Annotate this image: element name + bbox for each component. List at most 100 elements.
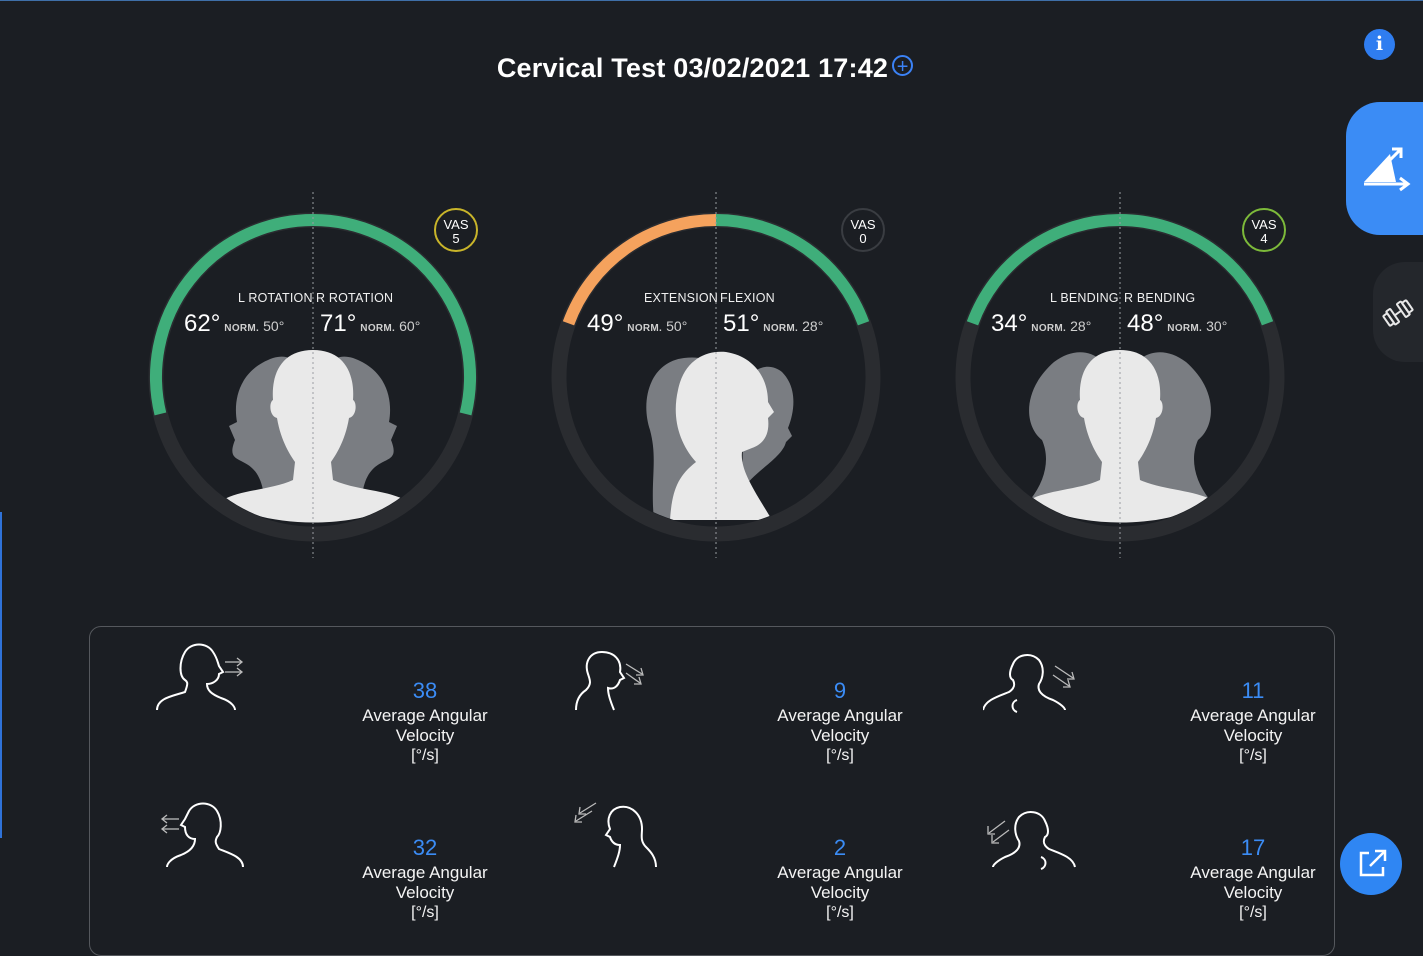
gauge-arc-right bbox=[1119, 214, 1274, 326]
head-bend-right-icon bbox=[983, 654, 1075, 713]
head-rotate-left-icon bbox=[160, 802, 244, 868]
right-degree-value: 48° bbox=[1127, 310, 1164, 337]
head-silhouette bbox=[646, 351, 794, 520]
vas-label: VAS bbox=[443, 217, 469, 232]
vas-value: 0 bbox=[859, 231, 867, 246]
plus-circle-icon[interactable]: + bbox=[892, 55, 914, 77]
velocity-panel: 38 Average Angular Velocity [°/s] 9 Aver… bbox=[89, 626, 1335, 956]
norm-label: NORM. bbox=[224, 323, 260, 334]
right-degree-value: 51° bbox=[723, 310, 760, 337]
right-value-group: 48° NORM. 30° bbox=[1127, 310, 1227, 338]
right-direction-label: R ROTATION bbox=[316, 291, 394, 305]
velocity-label: Average Angular Velocity bbox=[362, 863, 488, 902]
right-direction-label: FLEXION bbox=[720, 291, 775, 305]
gauge-arc-group bbox=[148, 192, 478, 558]
head-rotate-right-icon bbox=[156, 643, 244, 711]
head-flexion-icon bbox=[575, 650, 644, 711]
left-norm-value: 28° bbox=[1070, 318, 1092, 334]
vas-badge: VAS 4 bbox=[1242, 208, 1286, 252]
velocity-card-rotate-right: 38 Average Angular Velocity [°/s] bbox=[155, 640, 570, 780]
right-norm-value: 60° bbox=[399, 318, 421, 334]
right-direction-label: R BENDING bbox=[1124, 291, 1196, 305]
left-direction-label: EXTENSION bbox=[644, 291, 719, 305]
info-button[interactable]: i bbox=[1364, 29, 1395, 60]
gauge-arc-right bbox=[715, 214, 870, 326]
head-extension-icon bbox=[574, 802, 657, 868]
vas-badge: VAS 0 bbox=[841, 208, 885, 252]
norm-label: NORM. bbox=[360, 323, 396, 334]
velocity-label: Average Angular Velocity bbox=[777, 863, 903, 902]
velocity-card-rotate-left: 32 Average Angular Velocity [°/s] bbox=[155, 797, 570, 937]
vas-value: 5 bbox=[452, 231, 460, 246]
right-value-group: 51° NORM. 28° bbox=[723, 310, 823, 338]
norm-label: NORM. bbox=[763, 323, 799, 334]
velocity-card-flexion: 9 Average Angular Velocity [°/s] bbox=[570, 640, 985, 780]
norm-label: NORM. bbox=[627, 323, 663, 334]
head-front bbox=[1030, 350, 1212, 523]
velocity-value: 11 bbox=[1241, 678, 1265, 703]
right-degree-value: 71° bbox=[320, 310, 357, 337]
velocity-card-bend-left: 17 Average Angular Velocity [°/s] bbox=[983, 797, 1398, 937]
extension-flexion-gauge-ring bbox=[551, 192, 881, 558]
gauge-arc-right bbox=[312, 214, 476, 416]
velocity-value: 2 bbox=[833, 835, 847, 860]
rotation-gauge-ring bbox=[148, 192, 478, 558]
head-silhouette bbox=[223, 350, 405, 523]
left-value-group: 62° NORM. 50° bbox=[184, 310, 284, 338]
vas-value: 4 bbox=[1260, 231, 1268, 246]
page-title: Cervical Test 03/02/2021 17:42 + bbox=[0, 50, 1410, 86]
dumbbell-icon bbox=[1382, 299, 1414, 327]
gauge-extension-flexion: EXTENSION FLEXION 49° NORM. 50° 51° NORM. 28… bbox=[546, 190, 886, 560]
left-norm-value: 50° bbox=[666, 318, 688, 334]
head-silhouette bbox=[1029, 350, 1212, 523]
vas-label: VAS bbox=[1251, 217, 1277, 232]
norm-label: NORM. bbox=[1167, 323, 1203, 334]
velocity-card-extension: 2 Average Angular Velocity [°/s] bbox=[570, 797, 985, 937]
velocity-label: Average Angular Velocity bbox=[362, 706, 488, 745]
tab-exercises[interactable] bbox=[1373, 262, 1423, 362]
velocity-unit: [°/s] bbox=[1239, 904, 1267, 921]
right-value-group: 71° NORM. 60° bbox=[320, 310, 420, 338]
velocity-value: 38 bbox=[412, 678, 438, 703]
gauge-arc-group bbox=[551, 192, 881, 558]
velocity-value: 17 bbox=[1240, 835, 1266, 860]
velocity-unit: [°/s] bbox=[411, 747, 439, 764]
velocity-value: 9 bbox=[833, 678, 847, 703]
left-degree-value: 34° bbox=[991, 310, 1028, 337]
gauge-arc-left bbox=[966, 214, 1121, 326]
velocity-value: 32 bbox=[412, 835, 438, 860]
left-degree-value: 62° bbox=[184, 310, 221, 337]
external-link-icon bbox=[1359, 849, 1387, 877]
left-direction-label: L ROTATION bbox=[238, 291, 313, 305]
left-value-group: 34° NORM. 28° bbox=[991, 310, 1091, 338]
norm-label: NORM. bbox=[1031, 323, 1067, 334]
left-value-group: 49° NORM. 50° bbox=[587, 310, 687, 338]
velocity-label: Average Angular Velocity bbox=[777, 706, 903, 745]
velocity-card-bend-right: 11 Average Angular Velocity [°/s] bbox=[983, 640, 1398, 780]
velocity-unit: [°/s] bbox=[1239, 747, 1267, 764]
left-scroll-indicator bbox=[0, 512, 2, 838]
gauge-arc-group bbox=[955, 192, 1285, 558]
velocity-unit: [°/s] bbox=[826, 904, 854, 921]
left-norm-value: 50° bbox=[263, 318, 285, 334]
gauge-bending: L BENDING R BENDING 34° NORM. 28° 48° NORM.… bbox=[950, 190, 1290, 560]
bending-gauge-ring bbox=[955, 192, 1285, 558]
velocity-label: Average Angular Velocity bbox=[1190, 863, 1316, 902]
gauge-arc-left bbox=[150, 214, 314, 416]
vas-label: VAS bbox=[850, 217, 876, 232]
right-norm-value: 28° bbox=[802, 318, 824, 334]
head-profile-center bbox=[670, 351, 774, 520]
page-title-text: Cervical Test 03/02/2021 17:42 bbox=[496, 53, 889, 83]
velocity-unit: [°/s] bbox=[826, 747, 854, 764]
head-bend-left-icon bbox=[987, 811, 1076, 870]
velocity-label: Average Angular Velocity bbox=[1190, 706, 1316, 745]
velocity-unit: [°/s] bbox=[411, 904, 439, 921]
export-button[interactable] bbox=[1340, 833, 1402, 895]
top-border bbox=[0, 0, 1423, 1]
gauge-arc-left bbox=[562, 214, 717, 326]
left-degree-value: 49° bbox=[587, 310, 624, 337]
right-norm-value: 30° bbox=[1206, 318, 1228, 334]
gauge-rotation: L ROTATION R ROTATION 62° NORM. 50° 71° NOR… bbox=[143, 190, 483, 560]
head-front bbox=[223, 350, 405, 523]
tab-range-of-motion[interactable] bbox=[1346, 102, 1423, 235]
